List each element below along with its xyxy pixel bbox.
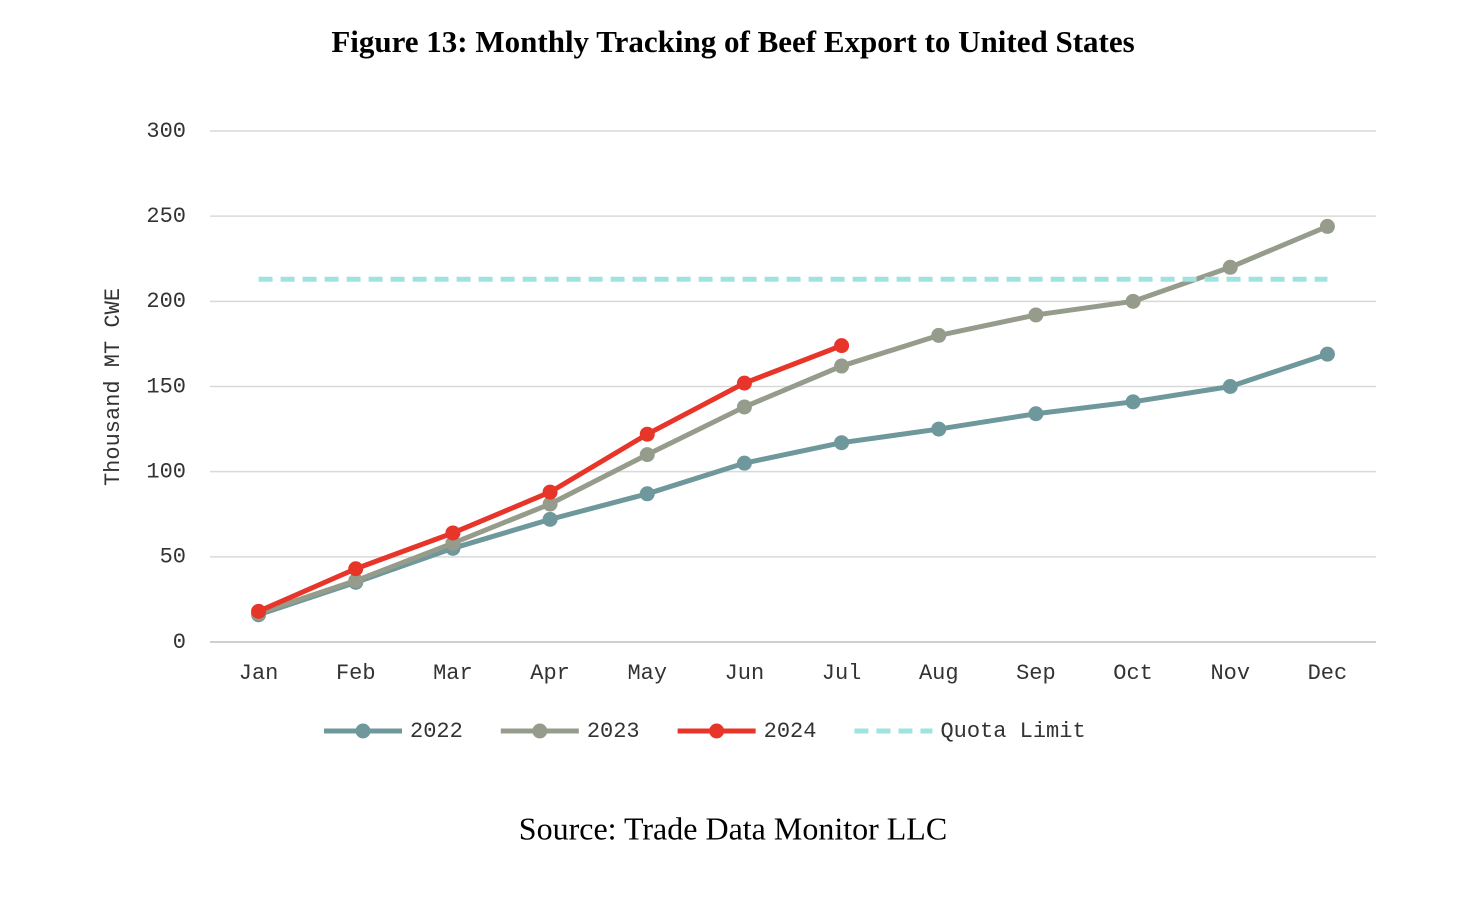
data-point	[639, 426, 655, 442]
data-point	[834, 358, 850, 374]
y-tick-label: 250	[146, 204, 186, 229]
data-point	[542, 484, 558, 500]
data-point	[1125, 394, 1141, 410]
data-point	[251, 603, 267, 619]
data-point	[931, 421, 947, 437]
legend-label: 2023	[587, 719, 640, 744]
legend-marker	[532, 723, 548, 739]
y-tick-label: 50	[160, 545, 186, 570]
series-line	[257, 351, 1329, 618]
series-line	[257, 343, 843, 614]
y-tick-label: 150	[146, 374, 186, 399]
legend-label: 2022	[410, 719, 463, 744]
data-point	[348, 573, 364, 589]
x-tick-label: Aug	[919, 661, 959, 686]
chart-title: Figure 13: Monthly Tracking of Beef Expo…	[331, 24, 1134, 59]
data-point	[736, 455, 752, 471]
legend-label: 2024	[764, 719, 817, 744]
y-axis-label: Thousand MT CWE	[101, 288, 126, 486]
y-tick-label: 200	[146, 289, 186, 314]
data-point	[834, 435, 850, 451]
x-tick-label: Mar	[433, 661, 473, 686]
data-point	[1222, 259, 1238, 275]
series-line	[257, 224, 1329, 616]
data-point	[1222, 379, 1238, 394]
data-point	[639, 447, 655, 463]
data-point	[542, 511, 558, 527]
data-point	[736, 375, 752, 391]
data-point	[736, 399, 752, 415]
data-point	[542, 496, 558, 512]
data-point	[931, 327, 947, 343]
x-tick-label: Feb	[336, 661, 376, 686]
data-point	[1125, 293, 1141, 309]
data-point	[348, 561, 364, 577]
x-tick-label: Dec	[1308, 661, 1348, 686]
y-tick-label: 0	[173, 630, 186, 655]
data-point	[1028, 406, 1044, 422]
data-point	[1028, 307, 1044, 323]
x-tick-label: Sep	[1016, 661, 1056, 686]
x-tick-label: Jul	[822, 661, 862, 686]
y-tick-label: 300	[146, 119, 186, 144]
legend-marker	[709, 723, 725, 739]
legend-marker	[355, 723, 371, 739]
data-point	[445, 525, 461, 541]
y-tick-label: 100	[146, 459, 186, 484]
x-tick-label: Nov	[1210, 661, 1250, 686]
x-tick-label: Jan	[239, 661, 279, 686]
x-tick-label: Apr	[530, 661, 570, 686]
data-point	[639, 486, 655, 502]
data-point	[1319, 218, 1335, 234]
data-point	[1319, 346, 1335, 362]
x-tick-label: Jun	[725, 661, 765, 686]
source-note: Source: Trade Data Monitor LLC	[519, 810, 947, 846]
data-point	[834, 338, 850, 354]
x-tick-label: May	[627, 661, 667, 686]
x-tick-label: Oct	[1113, 661, 1153, 686]
legend-label: Quota Limit	[940, 719, 1085, 744]
